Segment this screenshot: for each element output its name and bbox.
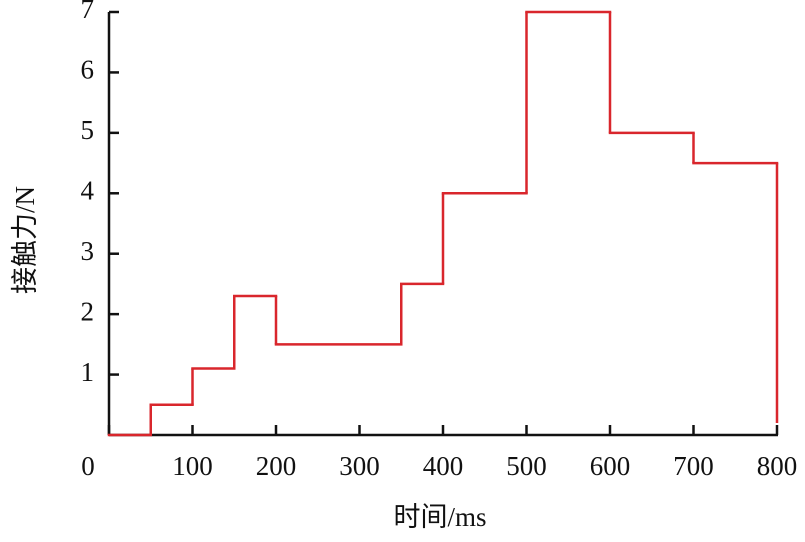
y-tick-label: 1 [81, 357, 95, 387]
x-tick-label: 200 [256, 451, 297, 481]
x-tick-label: 500 [506, 451, 547, 481]
x-tick-label: 400 [423, 451, 464, 481]
y-tick-label: 4 [81, 175, 95, 205]
x-tick-label: 700 [673, 451, 714, 481]
y-tick-label: 3 [81, 236, 95, 266]
x-tick-label: 0 [81, 451, 95, 481]
y-axis-label: 接触力/N [10, 186, 40, 294]
x-tick-label: 600 [590, 451, 631, 481]
y-tick-label: 6 [81, 55, 95, 85]
y-tick-label: 7 [81, 0, 95, 24]
x-axis-label: 时间/ms [393, 502, 486, 532]
x-tick-label: 100 [172, 451, 213, 481]
x-tick-label: 300 [339, 451, 380, 481]
y-tick-label: 5 [81, 115, 95, 145]
x-tick-label: 800 [757, 451, 798, 481]
y-tick-label: 2 [81, 296, 95, 326]
